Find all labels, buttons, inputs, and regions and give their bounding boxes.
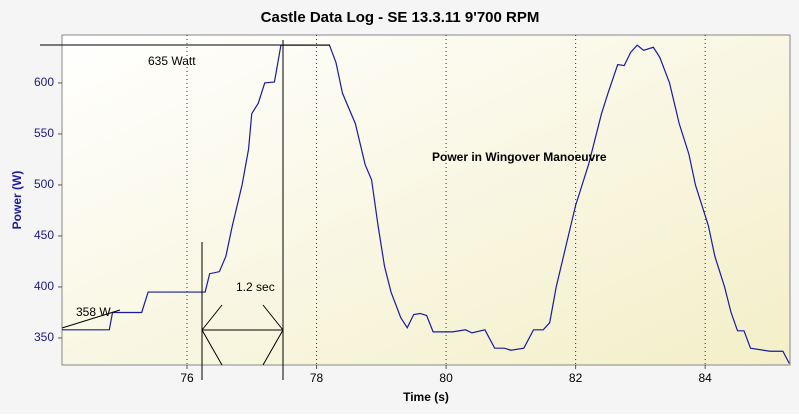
y-axis-title: Power (W) (10, 171, 24, 230)
x-tick-label: 78 (310, 371, 324, 385)
annotation-line (61, 309, 121, 329)
y-tick-label: 400 (34, 279, 54, 293)
annotation: 635 Watt (148, 54, 196, 68)
marks (58, 35, 790, 369)
y-tick-label: 450 (34, 228, 54, 242)
plot-area (61, 34, 791, 366)
annotation: 358 W (76, 305, 111, 319)
y-tick-label: 500 (34, 177, 54, 191)
annotation: Power in Wingover Manoeuvre (432, 150, 607, 164)
y-tick-label: 600 (34, 75, 54, 89)
x-tick-label: 80 (439, 371, 453, 385)
y-tick-label: 350 (34, 330, 54, 344)
chart-title: Castle Data Log - SE 13.3.11 9'700 RPM (261, 9, 540, 26)
x-axis-title: Time (s) (403, 390, 449, 404)
x-tick-label: 82 (569, 371, 583, 385)
annotation-arrowheads (201, 304, 284, 366)
x-tick-label: 76 (180, 371, 194, 385)
annotation: 1.2 sec (236, 280, 275, 294)
y-tick-label: 550 (34, 126, 54, 140)
line (62, 44, 790, 364)
x-tick-label: 84 (698, 371, 712, 385)
